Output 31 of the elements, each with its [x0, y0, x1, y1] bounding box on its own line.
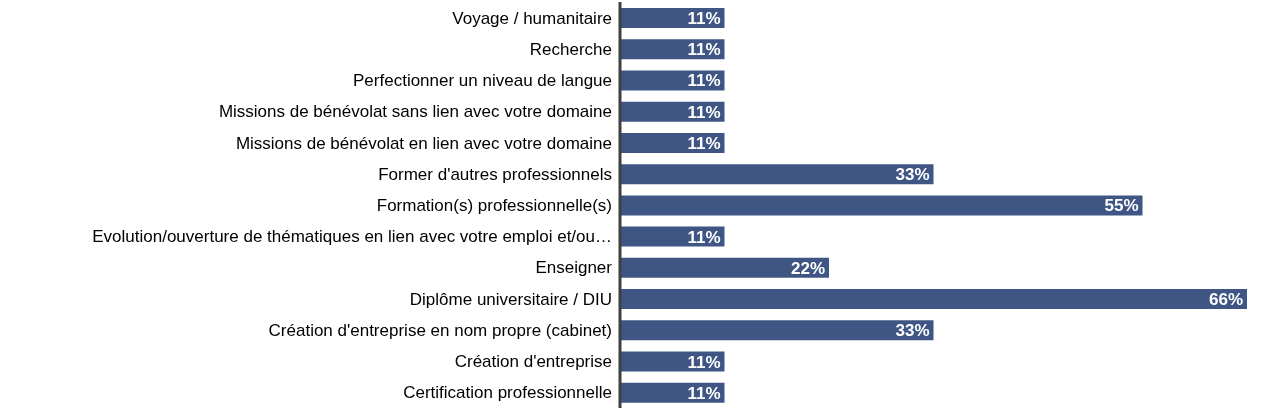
bar — [620, 164, 934, 185]
bar — [620, 320, 934, 341]
data-label: 11% — [687, 9, 721, 28]
y-tick-label: Former d'autres professionnels — [378, 164, 612, 184]
data-label: 11% — [687, 352, 721, 372]
y-tick-label: Diplôme universitaire / DIU — [409, 289, 612, 309]
y-tick-label: Recherche — [529, 39, 612, 59]
y-tick-label: Formation(s) professionnelle(s) — [376, 196, 612, 216]
bar — [620, 195, 1143, 216]
y-tick-label: Certification professionnelle — [403, 383, 612, 403]
data-label: 55% — [1104, 196, 1139, 216]
data-label: 33% — [895, 321, 930, 341]
bar — [620, 289, 1247, 310]
bar — [620, 257, 829, 278]
y-tick-label: Missions de bénévolat sans lien avec votre domaine — [218, 102, 612, 122]
y-tick-label: Voyage / humanitaire — [452, 8, 612, 28]
data-label: 11% — [687, 227, 721, 247]
data-label: 22% — [790, 258, 825, 278]
y-tick-label: Evolution/ouverture de thématiques en lien avec votre emploi et/ou… — [92, 227, 612, 247]
y-tick-label: Création d'entreprise — [454, 352, 612, 372]
data-label: 66% — [1208, 290, 1243, 310]
data-label: 33% — [895, 165, 930, 185]
y-tick-label: Enseigner — [535, 258, 613, 278]
data-label: 11% — [687, 133, 721, 153]
data-label: 11% — [687, 102, 721, 122]
data-label: 11% — [687, 40, 721, 60]
data-label: 11% — [687, 383, 721, 403]
y-tick-label: Perfectionner un niveau de langue — [353, 71, 612, 91]
y-tick-label: Missions de bénévolat en lien avec votre domaine — [235, 133, 612, 153]
data-label: 11% — [687, 71, 721, 91]
y-tick-label: Création d'entreprise en nom propre (cabinet) — [268, 320, 612, 340]
